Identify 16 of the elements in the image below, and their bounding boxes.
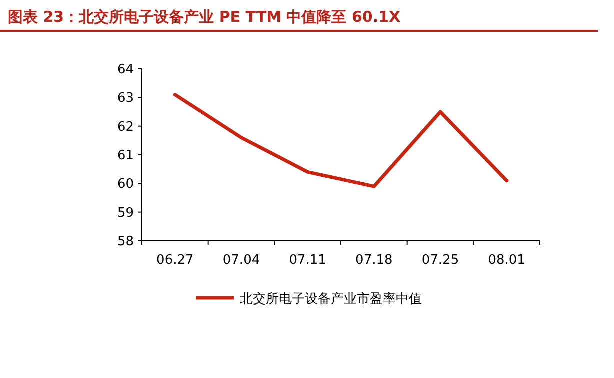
x-tick-label: 07.18 bbox=[356, 253, 393, 268]
y-tick-label: 62 bbox=[117, 120, 134, 135]
x-tick-label: 08.01 bbox=[488, 253, 526, 268]
y-tick-label: 63 bbox=[117, 91, 134, 106]
x-tick-label: 06.27 bbox=[156, 253, 194, 268]
y-tick-label: 60 bbox=[117, 177, 134, 192]
y-tick-label: 61 bbox=[117, 148, 134, 164]
x-tick-label: 07.04 bbox=[222, 253, 260, 268]
x-tick-label: 07.11 bbox=[289, 253, 326, 268]
legend-label: 北交所电子设备产业市盈率中值 bbox=[240, 291, 422, 307]
line-series bbox=[173, 93, 509, 188]
y-tick-label: 64 bbox=[117, 62, 134, 78]
y-tick-label: 58 bbox=[117, 234, 134, 250]
y-tick-label: 59 bbox=[117, 206, 134, 221]
chart-title: 图表 23：北交所电子设备产业 PE TTM 中值降至 60.1X bbox=[8, 8, 401, 26]
x-tick-label: 07.25 bbox=[422, 253, 460, 268]
